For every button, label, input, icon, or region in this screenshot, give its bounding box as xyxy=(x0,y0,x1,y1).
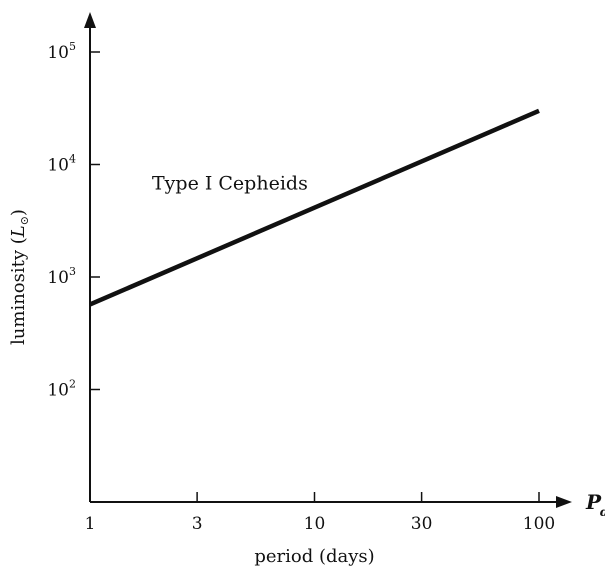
y-tick-label-3: 103 xyxy=(47,265,76,288)
x-axis-arrow xyxy=(556,496,572,508)
series-label-0: Type I Cepheids xyxy=(152,172,308,194)
x-axis-title: period (days) xyxy=(254,546,374,567)
y-tick-label-2: 102 xyxy=(47,378,76,401)
y-tick-label-5: 105 xyxy=(47,40,76,63)
x-axis-symbol-subscript: d xyxy=(600,505,605,519)
y-tick-label-4: 104 xyxy=(47,153,76,176)
x-tick-label-3: 3 xyxy=(192,514,203,534)
x-axis-symbol: P xyxy=(585,490,602,514)
y-axis-title: luminosity (L⊙) xyxy=(8,209,31,345)
series-line-0 xyxy=(89,108,540,307)
x-tick-label-30: 30 xyxy=(411,514,433,534)
x-tick-label-1: 1 xyxy=(85,514,96,534)
y-axis-arrow xyxy=(84,12,96,28)
x-tick-label-100: 100 xyxy=(523,514,555,534)
x-tick-label-10: 10 xyxy=(304,514,326,534)
